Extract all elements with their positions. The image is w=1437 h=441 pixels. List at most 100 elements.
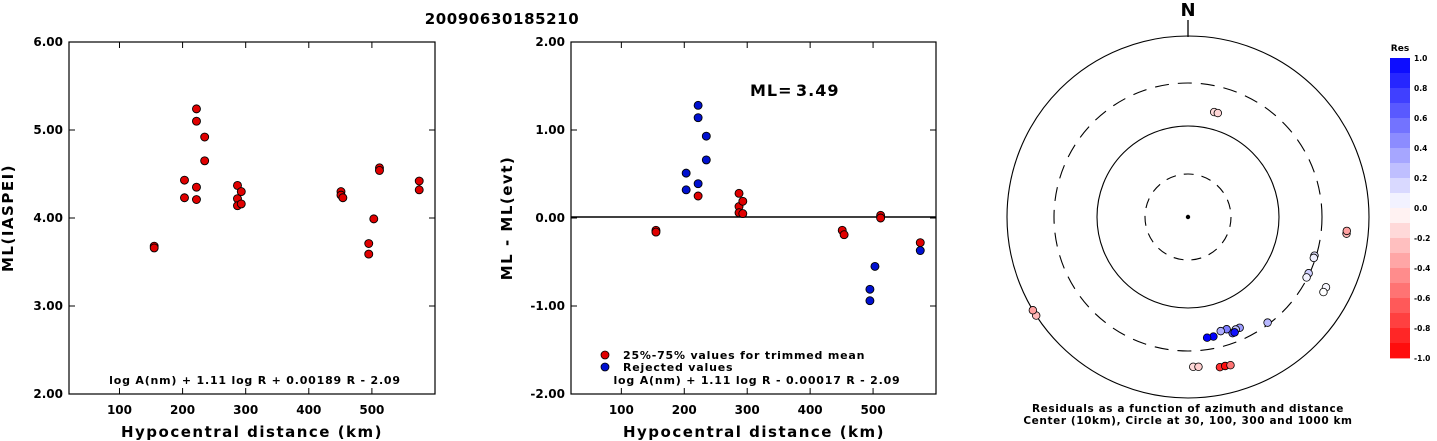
residual-point — [693, 191, 703, 201]
middle-y-tick-label: 0.00 — [535, 211, 565, 225]
ml-value: 3.49 — [796, 81, 839, 100]
middle-formula: log A(nm) + 1.11 log R - 0.00017 R - 2.0… — [613, 374, 900, 387]
ml-point — [338, 193, 348, 203]
middle-x-axis-label: Hypocentral distance (km) — [623, 423, 885, 441]
residual-point — [865, 296, 875, 306]
left-points — [149, 104, 424, 259]
middle-y-axis-label: ML - ML(evt) — [498, 156, 516, 280]
middle-x-tick-label: 100 — [609, 403, 634, 417]
residual-point — [915, 238, 925, 248]
ml-residual-panel: -2.00 -1.00 0.00 1.00 2.00 100 200 300 400 500 M… — [498, 35, 937, 441]
left-formula: log A(nm) + 1.11 log R + 0.00189 R - 2.0… — [109, 374, 401, 387]
station-residual-point — [1263, 318, 1272, 327]
left-y-tick-label: 4.00 — [33, 211, 63, 225]
middle-y-tick-label: 2.00 — [535, 35, 565, 49]
ml-point — [180, 175, 189, 185]
residual-point — [734, 188, 744, 198]
ml-point — [192, 195, 201, 204]
ml-label: ML= — [750, 81, 793, 100]
residual-point — [651, 227, 661, 237]
middle-x-tick-label: 300 — [735, 403, 760, 417]
colorbar-cell — [1390, 178, 1410, 194]
left-x-tick-label: 400 — [296, 403, 321, 417]
left-x-ticks: 100 200 300 400 500 — [107, 42, 384, 417]
ml-point — [364, 249, 374, 259]
left-plot-frame — [68, 41, 436, 395]
ml-point — [200, 156, 210, 166]
left-y-ticks: 2.00 3.00 4.00 5.00 6.00 — [33, 35, 435, 401]
ml-point — [364, 239, 374, 248]
colorbar-tick-label: -1.0 — [1414, 354, 1430, 363]
residual-point — [681, 168, 691, 178]
ml-point — [192, 182, 201, 192]
residual-point — [870, 261, 880, 271]
ring-30km — [1144, 173, 1232, 261]
colorbar-tick-label: -0.6 — [1414, 294, 1430, 303]
left-x-tick-label: 500 — [359, 403, 384, 417]
station-residual-point — [1309, 253, 1318, 263]
residual-colorbar: Res 1.0 0.8 0.6 0.4 0.2 0.0 -0.2 -0.4 -0.6 -0.8 -1… — [1390, 44, 1430, 363]
colorbar-cell — [1390, 118, 1410, 134]
residual-point — [693, 100, 703, 110]
station-residual-point — [1202, 333, 1212, 342]
residual-point — [865, 284, 875, 294]
middle-y-tick-label: 1.00 — [535, 123, 565, 137]
middle-y-tick-label: -1.00 — [530, 299, 565, 313]
colorbar-ticks: 1.0 0.8 0.6 0.4 0.2 0.0 -0.2 -0.4 -0.6 -0.8 -1.0 — [1414, 54, 1430, 363]
legend-marker-trimmed — [600, 350, 610, 360]
residual-point — [681, 185, 691, 195]
residual-point — [915, 246, 925, 256]
residual-point — [693, 179, 703, 189]
colorbar-tick-label: -0.4 — [1414, 264, 1430, 273]
legend-marker-rejected — [600, 362, 610, 372]
colorbar-tick-label: -0.8 — [1414, 324, 1430, 333]
colorbar-tick-label: 0.6 — [1414, 114, 1427, 123]
north-label: N — [1180, 0, 1195, 21]
colorbar-tick-label: -0.2 — [1414, 234, 1430, 243]
left-y-tick-label: 6.00 — [33, 35, 63, 49]
colorbar-cell — [1390, 88, 1410, 104]
station-residual-point — [1342, 226, 1351, 236]
ml-point — [375, 166, 384, 175]
colorbar-tick-label: 0.4 — [1414, 144, 1427, 153]
left-x-axis-label: Hypocentral distance (km) — [121, 423, 383, 441]
legend-label-trimmed: 25%-75% values for trimmed mean — [623, 349, 865, 362]
residual-point — [738, 209, 748, 219]
colorbar-cell — [1390, 58, 1410, 74]
left-y-tick-label: 3.00 — [33, 299, 63, 313]
left-x-tick-label: 300 — [233, 403, 258, 417]
colorbar-tick-label: 0.8 — [1414, 84, 1427, 93]
left-y-tick-label: 2.00 — [33, 387, 63, 401]
middle-x-ticks: 100 200 300 400 500 — [609, 42, 886, 417]
polar-caption-line1: Residuals as a function of azimuth and d… — [1032, 403, 1344, 415]
colorbar-cell — [1390, 268, 1410, 284]
colorbar-cell — [1390, 148, 1410, 164]
ring-1000km — [1006, 35, 1370, 399]
azimuth-residual-panel: N Residuals as a function of azimuth and… — [1006, 0, 1370, 427]
legend-label-rejected: Rejected values — [623, 361, 733, 374]
ml-point — [200, 132, 210, 142]
ml-point — [192, 116, 201, 126]
left-x-tick-label: 100 — [107, 403, 132, 417]
station-residual-point — [1194, 362, 1203, 372]
middle-x-tick-label: 200 — [672, 403, 697, 417]
residual-point — [701, 131, 711, 141]
middle-x-tick-label: 400 — [798, 403, 823, 417]
ml-point — [236, 187, 246, 197]
middle-y-tick-label: -2.00 — [530, 387, 565, 401]
residual-point — [701, 155, 711, 165]
ml-iaspei-panel: 2.00 3.00 4.00 5.00 6.00 100 200 300 400 500 log… — [0, 35, 436, 441]
station-residual-point — [1319, 287, 1328, 297]
ring-300km — [1053, 82, 1323, 352]
ring-100km — [1096, 125, 1280, 309]
residual-point — [738, 196, 748, 206]
left-x-tick-label: 200 — [170, 403, 195, 417]
colorbar-cell — [1390, 313, 1410, 329]
colorbar-cell — [1390, 163, 1410, 179]
residual-point — [693, 113, 703, 123]
colorbar-tick-label: 0.2 — [1414, 174, 1427, 183]
colorbar-cell — [1390, 103, 1410, 119]
epicenter-dot — [1185, 214, 1191, 220]
station-residual-point — [1226, 361, 1235, 370]
